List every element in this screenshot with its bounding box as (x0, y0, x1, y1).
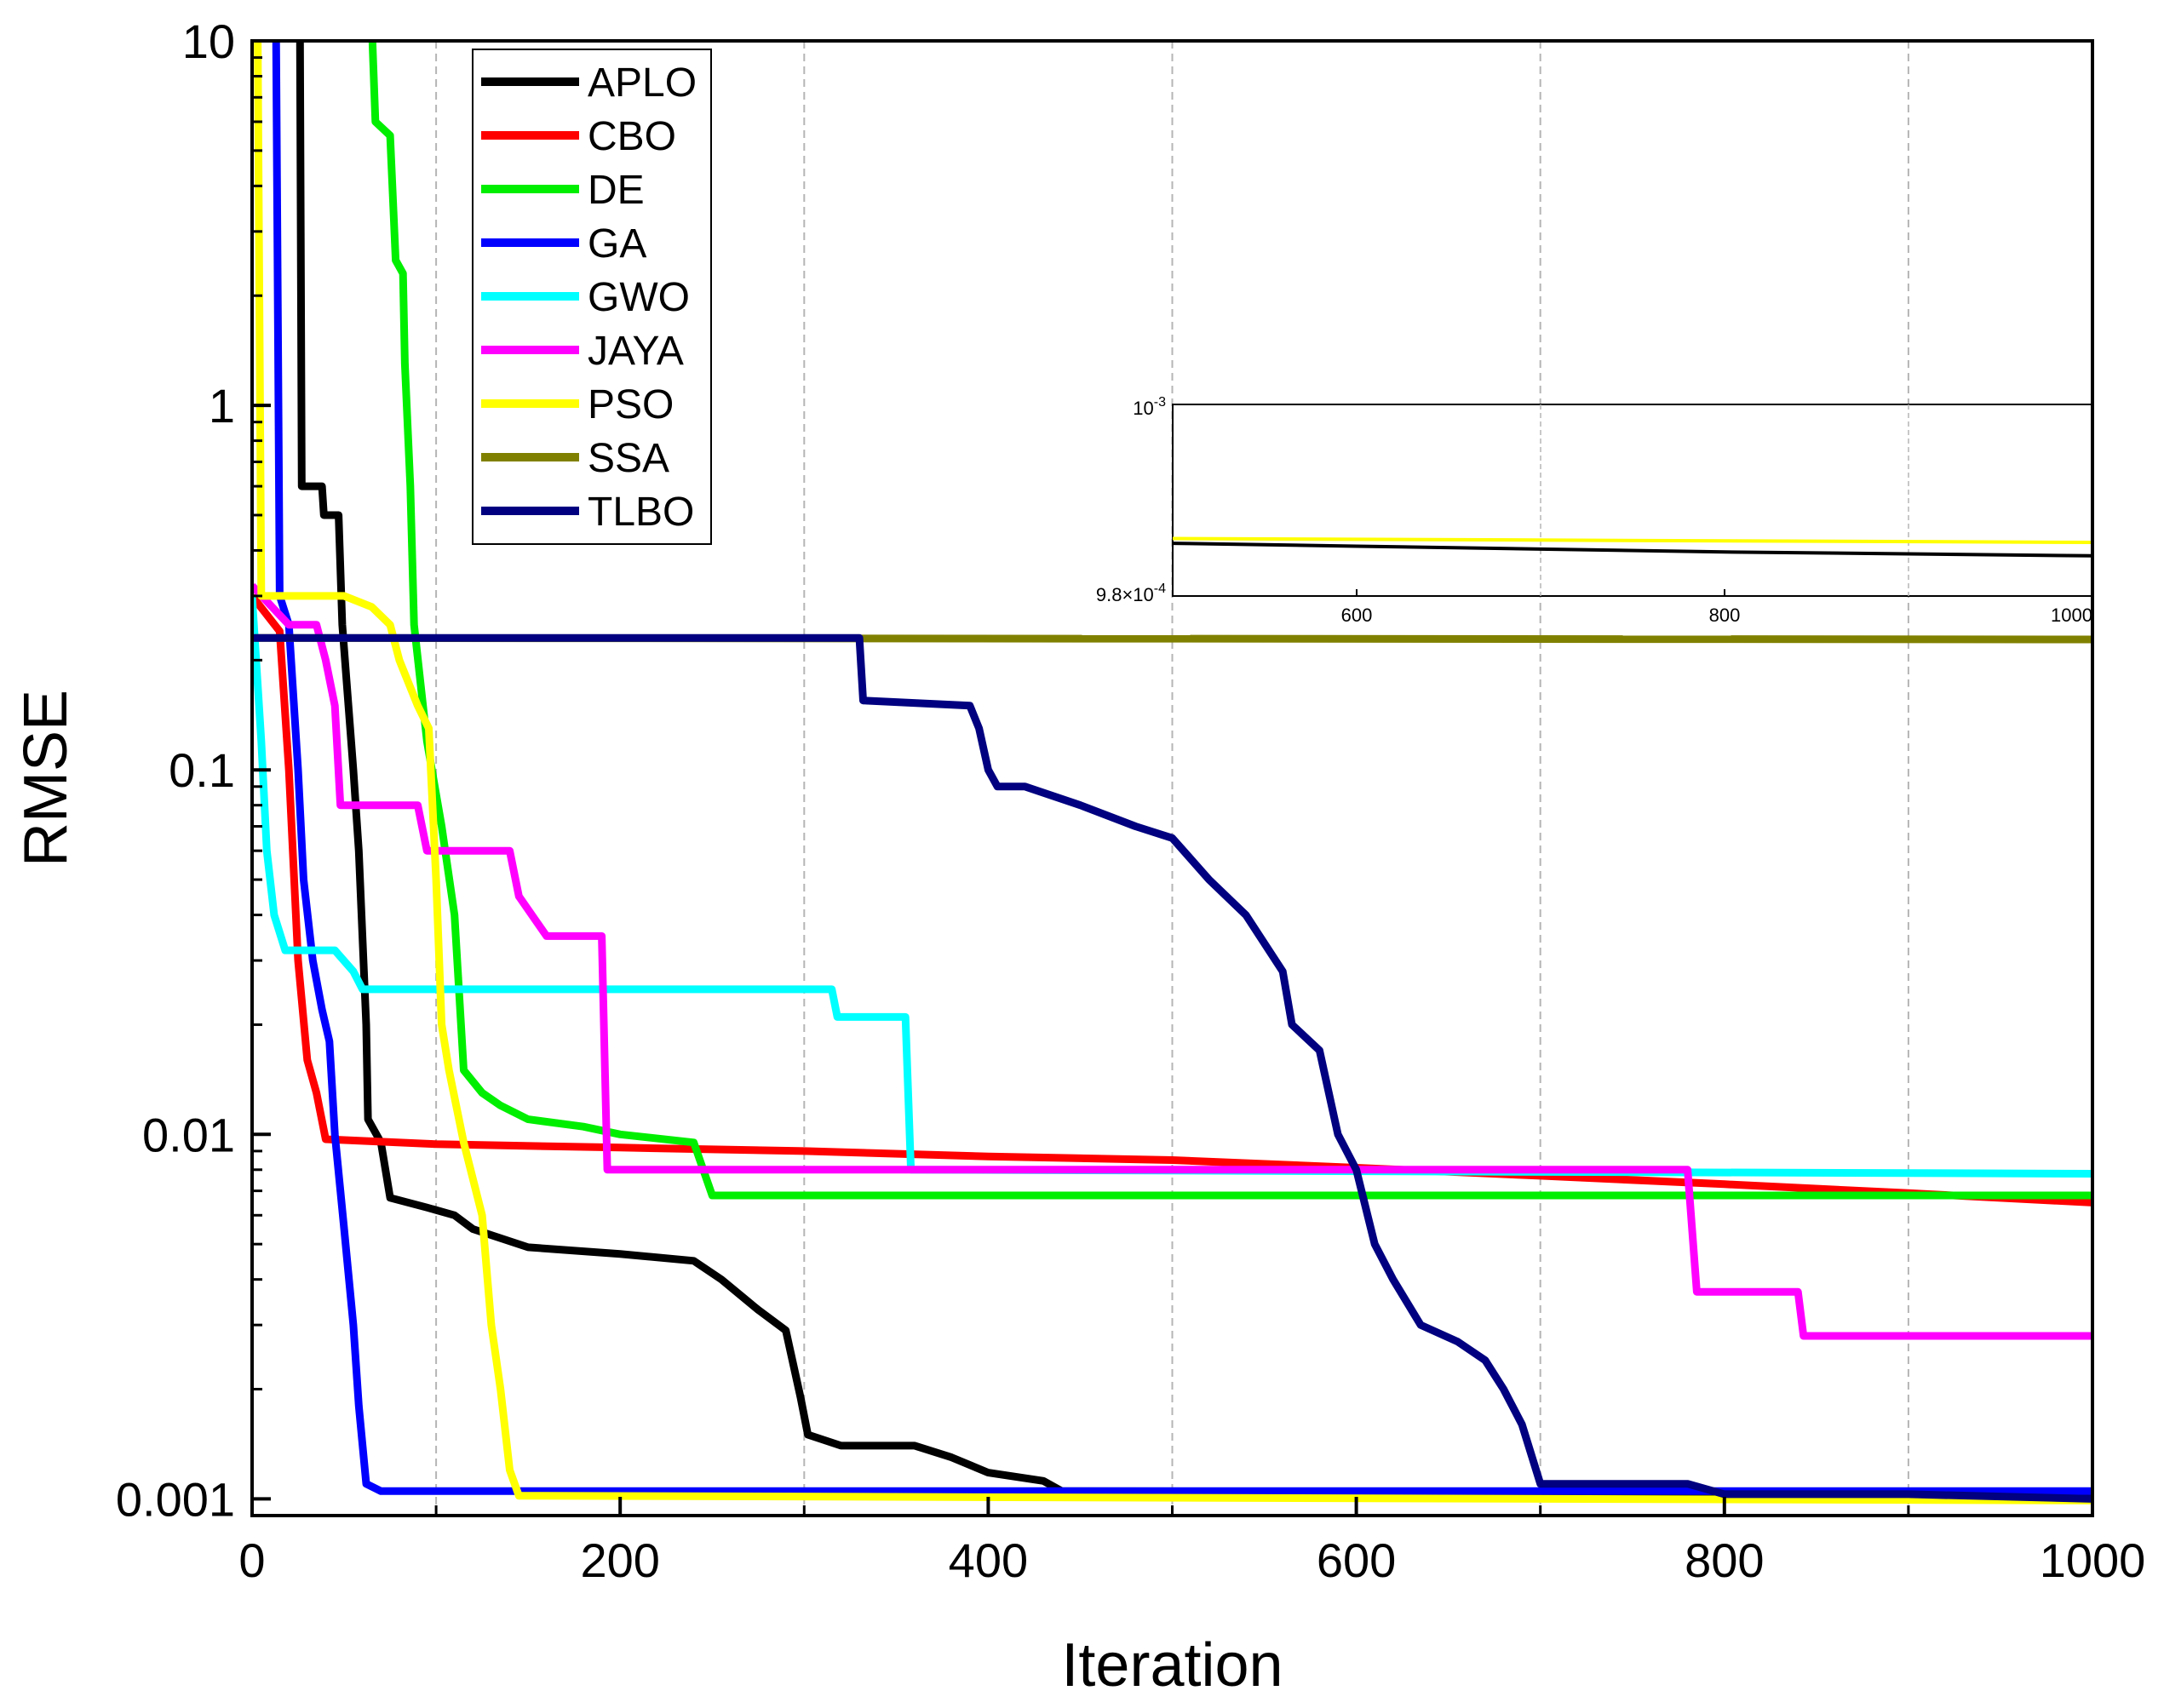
series-line-pso (254, 41, 2092, 1505)
inset-x-tick-label: 600 (1341, 605, 1373, 626)
legend-label-gwo: GWO (588, 275, 690, 320)
inset-series-aplo (1172, 542, 2093, 558)
y-tick-label: 0.1 (169, 743, 235, 797)
x-tick-label: 0 (238, 1533, 265, 1587)
x-tick-label: 400 (949, 1533, 1028, 1587)
y-tick-label: 10 (182, 14, 235, 68)
inset-frame (1172, 404, 2093, 597)
inset-y-tick-label: 9.8×10-4 (1096, 582, 1166, 605)
y-tick-label: 0.01 (142, 1108, 235, 1161)
legend-label-tlbo: TLBO (588, 490, 694, 535)
legend-label-cbo: CBO (588, 114, 676, 159)
series-line-aplo (296, 41, 2092, 1497)
x-tick-label: 200 (580, 1533, 659, 1587)
series-line-ga (272, 41, 2092, 1495)
series-line-jaya (252, 582, 2092, 1340)
series-lines (252, 41, 2092, 1505)
legend: APLO CBO DE GA GWO JAYA PSO SSA TLBO (472, 49, 712, 545)
y-tick-label: 0.001 (116, 1472, 235, 1526)
y-axis-label: RMSE (12, 690, 80, 867)
axes: 0 200 400 600 800 1000 10 1 0.1 0.01 0.001 (116, 14, 2145, 1587)
legend-label-de: DE (588, 168, 645, 213)
x-axis-label: Iteration (1061, 1631, 1283, 1699)
x-tick-label: 1000 (2040, 1533, 2146, 1587)
inset-x-tick-label: 1000 (2051, 605, 2092, 626)
legend-label-pso: PSO (588, 382, 674, 427)
y-tick-label: 1 (209, 379, 235, 433)
inset-series-pso (1172, 536, 2093, 544)
legend-label-ga: GA (588, 221, 646, 267)
series-line-cbo (252, 593, 2092, 1206)
inset-x-tick-label: 800 (1709, 605, 1741, 626)
grid-lines (435, 41, 1909, 1516)
legend-label-ssa: SSA (588, 436, 669, 481)
legend-label-aplo: APLO (588, 60, 697, 106)
series-line-tlbo (252, 633, 2092, 1503)
inset-zoom-panel: 600 800 1000 10-3 9.8×10-4 (1096, 395, 2093, 626)
series-line-gwo (252, 595, 2092, 1178)
x-tick-label: 600 (1317, 1533, 1396, 1587)
legend-label-jaya: JAYA (588, 329, 684, 374)
x-tick-label: 800 (1685, 1533, 1764, 1587)
inset-y-tick-label: 10-3 (1133, 395, 1166, 419)
